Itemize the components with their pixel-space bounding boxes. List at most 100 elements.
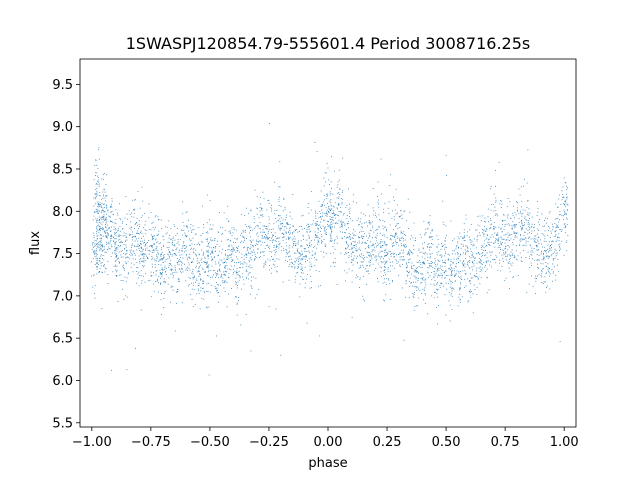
data-point [358,235,359,237]
data-point [337,204,339,206]
data-point [172,236,174,238]
data-point [224,267,226,269]
data-point [101,308,103,309]
data-point [567,235,569,236]
data-point [449,304,451,306]
data-point [302,258,304,260]
data-point [163,298,165,299]
data-point [110,244,112,246]
data-point [507,249,509,251]
data-point [346,223,348,225]
data-point [117,235,119,237]
data-point [249,272,251,274]
data-point [213,257,215,258]
data-point [559,250,560,252]
data-point [192,284,194,286]
data-point [427,272,429,274]
data-point [447,253,449,255]
data-point [91,248,93,250]
data-point [358,242,360,244]
data-point [151,234,152,236]
data-point [384,221,386,223]
data-point [136,238,137,240]
data-point [168,277,170,279]
data-point [365,221,367,223]
data-point [444,259,446,261]
data-point [119,203,120,205]
x-tick-label: −1.00 [72,435,112,450]
data-point [138,285,140,287]
data-point [247,274,249,276]
data-point [561,214,563,216]
data-point [113,214,115,216]
data-point [94,243,96,245]
data-point [386,229,387,231]
data-point [408,253,410,255]
data-point [527,241,529,242]
data-point [445,282,447,284]
data-point [254,226,256,228]
data-point [536,259,538,261]
data-point [96,172,98,174]
data-point [329,184,330,185]
data-point [468,260,470,262]
data-point [163,239,165,241]
data-point [238,262,240,263]
data-point [133,212,135,214]
data-point [115,275,117,276]
data-point [323,256,325,258]
data-point [303,235,305,237]
data-point [155,226,156,228]
data-point [100,204,101,206]
data-point [420,282,422,284]
data-point [396,233,398,235]
data-point [513,224,515,226]
data-point [103,217,105,219]
data-point [275,240,277,242]
data-point [201,241,203,242]
data-point [523,225,525,226]
data-point [561,196,563,198]
data-point [495,170,496,171]
data-point [208,251,209,253]
data-point [445,270,446,272]
data-point [511,228,513,230]
data-point [375,228,377,230]
data-point [289,224,291,226]
data-point [100,265,102,267]
data-point [213,247,214,249]
data-point [285,256,287,258]
data-point [172,240,174,242]
data-point [349,236,351,238]
data-point [204,262,206,263]
data-point [251,229,253,231]
data-point [376,246,377,248]
data-point [533,227,535,229]
data-point [150,275,152,277]
data-point [206,266,208,267]
data-point [207,267,209,269]
data-point [225,270,227,272]
data-point [510,251,512,253]
data-point [263,232,265,233]
data-point [104,191,106,193]
data-point [168,267,169,268]
data-point [155,238,157,240]
data-point [278,215,280,217]
data-point [354,255,356,257]
data-point [415,286,417,287]
data-point [223,282,225,284]
data-point [511,228,513,229]
data-point [386,252,388,253]
data-point [235,281,236,283]
data-point [92,258,94,260]
data-point [476,229,478,231]
data-point [336,237,338,239]
data-point [288,256,290,257]
data-point [519,194,521,196]
data-point [124,261,126,263]
data-point [180,260,181,262]
data-point [430,283,432,285]
data-point [403,249,404,251]
data-point [146,247,148,249]
